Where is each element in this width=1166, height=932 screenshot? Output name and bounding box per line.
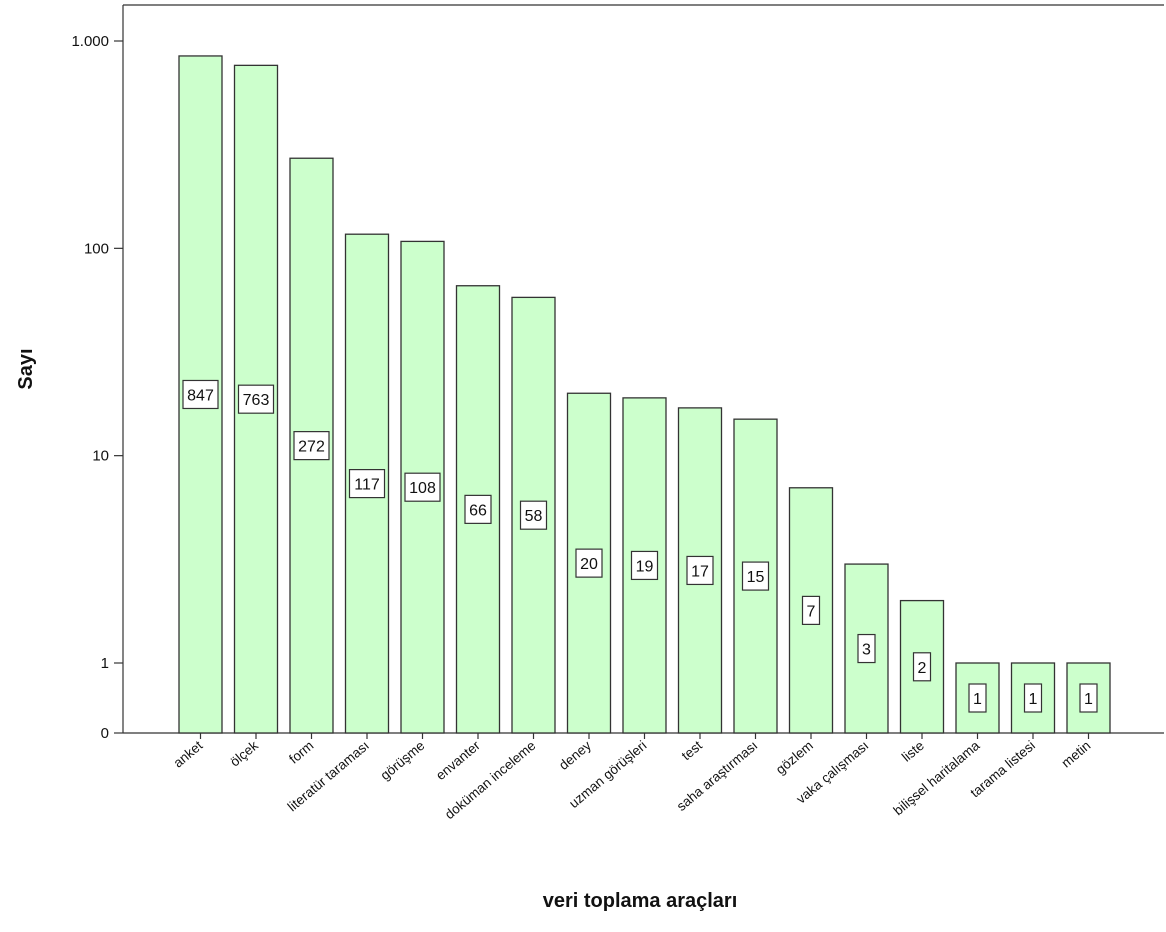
data-label-box [464,494,492,524]
data-label: 1 [1084,691,1093,708]
data-label-box [575,548,603,578]
y-tick-label: 100 [84,240,109,257]
data-label: 117 [354,477,380,494]
x-tick-label: metin [1058,738,1093,771]
data-label-box [519,500,548,530]
x-tick-label: görüşme [378,738,428,783]
data-label: 847 [187,387,214,404]
y-tick-label: 1.000 [71,33,109,50]
data-label-box [801,595,821,625]
data-label-box [912,652,932,682]
x-tick-label: anket [170,738,205,771]
bars-group [178,55,1111,734]
data-label-box [348,468,386,499]
x-tick-label: doküman inceleme [442,738,538,822]
data-label: 17 [691,563,709,580]
data-labels-group: 847 763 272 117 108 66 58 20 19 17 15 7 3 2 1 1 1 [182,379,1098,713]
y-tick-label: 1 [101,655,109,672]
data-label: 2 [918,660,927,677]
data-label: 1 [973,691,982,708]
data-label: 763 [243,392,270,409]
x-tick-label: test [679,738,706,764]
data-label-box [857,633,876,664]
data-label-box [237,384,275,414]
data-label: 15 [747,569,765,586]
data-label: 7 [807,603,816,620]
data-label: 19 [636,558,654,575]
x-tick-label: gözlem [773,738,816,777]
data-label-box [1023,683,1043,713]
data-label-box [1079,683,1098,713]
data-label: 66 [469,502,487,519]
data-label-box [630,550,659,581]
data-label-box [741,561,770,591]
data-label: 108 [409,480,436,497]
data-label-box [293,431,330,461]
data-label: 20 [580,556,598,573]
y-tick-label: 0 [101,725,109,742]
x-tick-label: form [286,738,316,767]
y-axis-title: Sayı [15,348,37,389]
data-label: 272 [298,439,325,456]
x-tick-label: envanter [433,737,483,783]
x-tick-label: ölçek [227,738,261,770]
data-label-box [968,683,987,713]
data-label-box [404,472,441,502]
x-tick-label: deney [556,738,594,773]
data-label: 58 [525,508,543,525]
data-label-box [686,555,714,586]
data-label-box [182,379,219,410]
x-axis-title: veri toplama araçları [543,890,738,912]
y-tick-label: 10 [92,448,109,465]
data-label: 3 [862,642,871,659]
data-label: 1 [1029,691,1038,708]
x-tick-label: liste [899,738,927,765]
